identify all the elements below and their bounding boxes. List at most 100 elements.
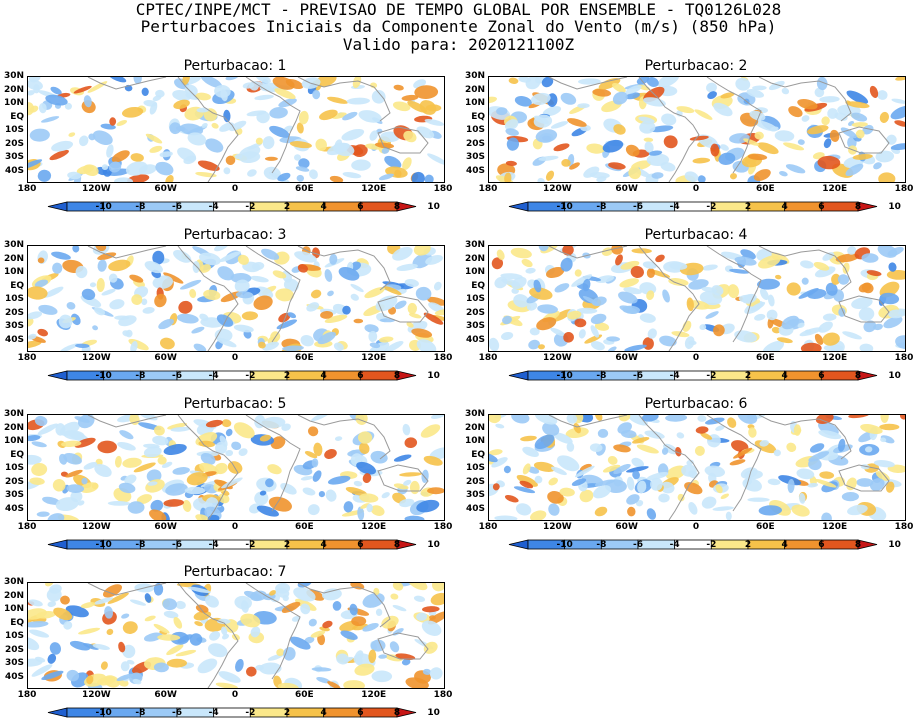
lat-label: 30S — [4, 321, 24, 332]
anomaly-blob — [880, 415, 889, 423]
anomaly-blob — [51, 140, 74, 152]
anomaly-blob — [28, 77, 41, 83]
anomaly-blob — [825, 282, 838, 296]
anomaly-blob — [322, 620, 333, 629]
anomaly-blob — [222, 633, 229, 640]
anomaly-blob — [199, 313, 209, 322]
coastline — [245, 583, 301, 680]
anomaly-blob — [663, 135, 678, 149]
colorbar-label: -4 — [208, 202, 219, 212]
anomaly-blob — [235, 291, 253, 299]
anomaly-blob — [607, 455, 618, 465]
colorbar-label: -6 — [172, 708, 182, 718]
anomaly-blob — [704, 417, 725, 425]
anomaly-blob — [28, 454, 42, 465]
anomaly-blob — [277, 682, 299, 688]
anomaly-blob — [52, 262, 63, 274]
anomaly-blob — [514, 96, 532, 107]
lon-label: 180 — [478, 353, 498, 363]
anomaly-blob — [362, 592, 385, 608]
anomaly-blob — [677, 493, 685, 502]
panel-title: Perturbacao: 2 — [644, 58, 748, 74]
anomaly-blob — [643, 97, 666, 107]
lat-label: 20N — [464, 84, 485, 95]
anomaly-blob — [804, 329, 812, 334]
anomaly-blob — [225, 77, 239, 81]
anomaly-blob — [58, 314, 73, 329]
anomaly-blob — [489, 415, 502, 424]
anomaly-blob — [579, 463, 592, 472]
anomaly-blob — [29, 128, 50, 142]
colorbar — [47, 370, 417, 381]
anomaly-blob — [752, 85, 767, 91]
anomaly-blob — [566, 415, 578, 424]
anomaly-blob — [738, 294, 755, 303]
lat-label: 10S — [465, 125, 485, 136]
anomaly-blob — [201, 122, 208, 129]
anomaly-blob — [697, 415, 707, 422]
anomaly-blob — [201, 77, 223, 88]
anomaly-blob — [154, 293, 167, 308]
anomaly-blob — [28, 102, 35, 116]
anomaly-blob — [327, 475, 351, 485]
anomaly-blob — [362, 623, 379, 632]
anomaly-blob — [869, 478, 885, 492]
anomaly-blob — [116, 120, 128, 126]
anomaly-blob — [411, 328, 433, 338]
anomaly-blob — [353, 480, 363, 487]
anomaly-blob — [370, 450, 388, 464]
anomaly-blob — [406, 583, 428, 591]
anomaly-blob — [145, 479, 165, 493]
anomaly-blob — [28, 159, 43, 169]
anomaly-blob — [838, 438, 846, 452]
anomaly-blob — [390, 593, 399, 600]
anomaly-blob — [526, 301, 538, 311]
anomaly-blob — [338, 266, 360, 281]
anomaly-blob — [797, 322, 805, 328]
anomaly-blob — [847, 504, 868, 516]
anomaly-blob — [277, 172, 291, 182]
anomaly-blob — [579, 489, 594, 503]
colorbar-label: -4 — [208, 371, 219, 381]
anomaly-blob — [144, 593, 152, 603]
anomaly-blob — [416, 612, 428, 621]
anomaly-blob — [660, 481, 675, 494]
anomaly-blob — [842, 262, 850, 274]
anomaly-blob — [108, 273, 118, 283]
anomaly-blob — [816, 77, 828, 91]
anomaly-blob — [423, 455, 443, 466]
anomaly-blob — [423, 312, 444, 325]
anomaly-blob — [256, 110, 270, 124]
anomaly-blob — [223, 167, 231, 175]
anomaly-blob — [643, 137, 654, 143]
colorbar-label: 2 — [283, 540, 291, 550]
anomaly-blob — [64, 102, 72, 110]
anomaly-blob — [59, 343, 79, 351]
colorbar-arrow-low — [47, 707, 68, 718]
anomaly-blob — [821, 512, 832, 520]
colorbar-label: -10 — [95, 202, 112, 212]
anomaly-blob — [324, 449, 337, 459]
anomaly-blob — [597, 428, 609, 438]
anomaly-blob — [650, 477, 663, 491]
anomaly-blob — [602, 139, 624, 153]
anomaly-blob — [69, 640, 91, 651]
anomaly-blob — [429, 667, 443, 680]
anomaly-blob — [413, 246, 431, 256]
anomaly-blob — [552, 309, 572, 322]
colorbar-label: -6 — [172, 371, 182, 381]
anomaly-blob — [106, 628, 114, 635]
anomaly-blob — [233, 422, 255, 439]
anomaly-blob — [157, 456, 167, 465]
anomaly-blob — [197, 658, 218, 674]
lat-label: EQ — [10, 449, 24, 460]
anomaly-blob — [103, 584, 122, 598]
anomaly-blob — [216, 314, 234, 327]
anomaly-blob — [38, 103, 47, 114]
anomaly-blob — [692, 157, 711, 164]
anomaly-blob — [324, 314, 348, 324]
map-panel — [27, 414, 445, 521]
anomaly-blob — [66, 302, 76, 310]
lon-label: 120E — [361, 690, 387, 700]
anomaly-blob — [735, 77, 751, 91]
